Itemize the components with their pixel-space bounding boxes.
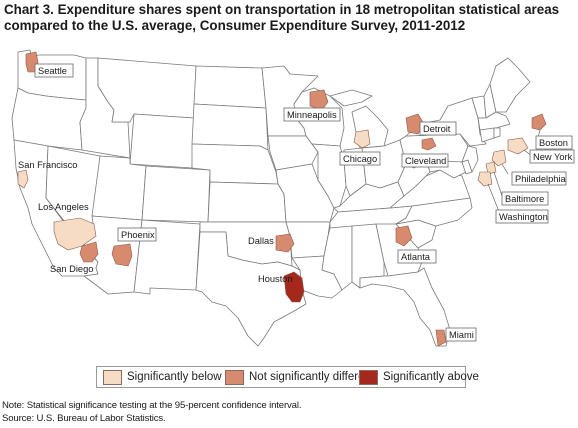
metro-phoenix: [111, 243, 133, 267]
legend-label-not-different: Not significantly different: [249, 371, 375, 383]
footnote: Note: Statistical significance testing a…: [2, 400, 302, 411]
legend-label-above: Significantly above: [383, 371, 479, 383]
metro-baltimore: [485, 161, 497, 175]
label-los-angeles: Los Angeles: [38, 202, 89, 212]
legend-swatch-not-different: [225, 370, 244, 385]
label-phoenix: Phoenix: [121, 230, 155, 240]
metro-san-diego: [79, 241, 99, 263]
label-philadelphia: Philadelphia: [515, 174, 566, 184]
chart-title-line-2: compared to the U.S. average, Consumer E…: [4, 18, 466, 33]
metro-miami: [435, 329, 447, 347]
metro-chicago: [353, 129, 371, 149]
state-kansas: [207, 181, 287, 223]
chart-title-line-1: Chart 3. Expenditure shares spent on tra…: [4, 2, 560, 17]
state-new-jersey: [461, 145, 479, 173]
state-utah: [91, 155, 147, 221]
chart-title: Chart 3. Expenditure shares spent on tra…: [4, 2, 574, 34]
state-wyoming: [129, 113, 195, 169]
state-south-dakota: [191, 103, 269, 151]
legend-swatch-above: [359, 370, 378, 385]
label-cleveland: Cleveland: [405, 156, 446, 166]
label-detroit: Detroit: [423, 124, 451, 134]
metro-new-york: [507, 137, 529, 155]
metro-dallas: [275, 233, 295, 253]
state-connecticut: [479, 127, 495, 143]
metro-san-francisco: [17, 169, 29, 189]
state-north-dakota: [193, 65, 267, 109]
state-texas: [195, 231, 307, 347]
metro-atlanta: [395, 225, 413, 247]
label-atlanta: Atlanta: [401, 252, 431, 262]
leader-baltimore: [493, 171, 503, 197]
metro-cleveland: [421, 137, 437, 151]
label-seattle: Seattle: [38, 66, 67, 76]
label-minneapolis: Minneapolis: [287, 110, 337, 120]
state-maine: [489, 57, 531, 113]
metro-boston: [531, 113, 547, 131]
label-houston: Houston: [258, 274, 293, 284]
map-legend: Significantly below Not significantly di…: [96, 366, 479, 388]
label-san-diego: San Diego: [50, 264, 93, 274]
label-baltimore: Baltimore: [505, 194, 544, 204]
label-chicago: Chicago: [343, 154, 377, 164]
state-florida: [359, 267, 451, 347]
metro-washington: [477, 171, 493, 187]
state-missouri: [275, 163, 335, 223]
legend-swatch-below: [103, 370, 122, 385]
label-boston: Boston: [539, 138, 568, 148]
leader-washington: [487, 183, 501, 215]
label-miami: Miami: [449, 330, 474, 340]
label-dallas: Dallas: [248, 236, 274, 246]
label-new-york: New York: [533, 152, 573, 162]
metro-minneapolis: [309, 89, 329, 111]
metro-houston: [283, 271, 305, 303]
leader-philadelphia: [501, 163, 509, 175]
legend-label-below: Significantly below: [127, 371, 222, 383]
us-map: Seattle San Francisco Los Angeles San Di…: [11, 49, 575, 347]
source-note: Source: U.S. Bureau of Labor Statistics.: [2, 413, 166, 424]
label-san-francisco: San Francisco: [18, 160, 77, 170]
label-washington: Washington: [499, 212, 548, 222]
state-colorado: [141, 165, 211, 223]
state-rhode-island: [493, 127, 501, 139]
